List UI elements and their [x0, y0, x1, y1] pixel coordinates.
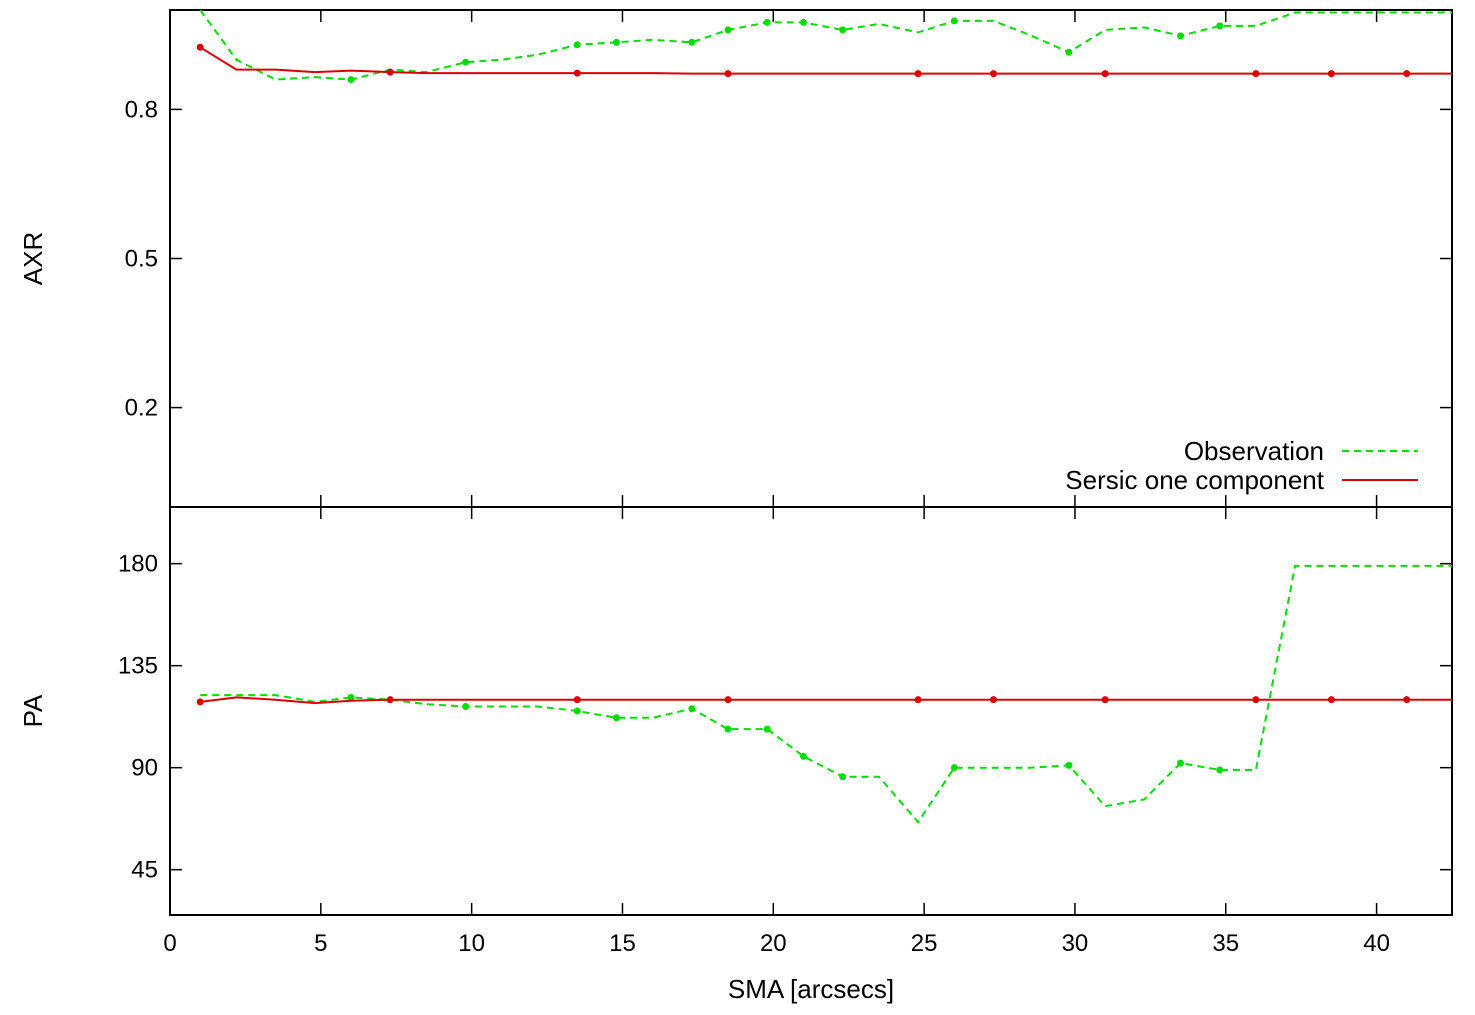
bottom-point-observation [1177, 759, 1185, 767]
top-point-observation [1177, 32, 1185, 40]
bottom-point-sersic-one-component [989, 696, 997, 704]
top-point-sersic-one-component [989, 70, 997, 78]
bottom-point-sersic-one-component [1403, 696, 1411, 704]
top-point-observation [950, 17, 958, 25]
xtick-label: 25 [911, 930, 938, 957]
bottom-point-sersic-one-component [1327, 696, 1335, 704]
legend-label-sersic-one-component: Sersic one component [1065, 465, 1324, 495]
bottom-ylabel: PA [18, 694, 48, 727]
top-ytick-label: 0.5 [125, 246, 158, 273]
bottom-point-observation [763, 725, 771, 733]
bottom-point-sersic-one-component [914, 696, 922, 704]
bottom-panel-frame [169, 506, 1453, 916]
bottom-point-observation [1216, 766, 1224, 774]
bottom-point-observation [462, 702, 470, 710]
top-point-observation [1216, 22, 1224, 30]
top-point-observation [839, 26, 847, 34]
top-series-line-observation [199, 10, 1452, 81]
top-ytick-label: 0.2 [125, 395, 158, 422]
top-point-observation [799, 18, 807, 26]
top-ytick-label: 0.8 [125, 96, 158, 123]
bottom-point-sersic-one-component [386, 696, 394, 704]
top-panel-frame [169, 9, 1453, 508]
top-point-sersic-one-component [914, 70, 922, 78]
top-point-observation [612, 38, 620, 46]
xlabel: SMA [arcsecs] [728, 974, 894, 1004]
top-point-observation [763, 18, 771, 26]
top-point-sersic-one-component [1403, 70, 1411, 78]
bottom-point-observation [950, 764, 958, 772]
top-point-sersic-one-component [1252, 70, 1260, 78]
xtick-label: 30 [1062, 930, 1089, 957]
bottom-ytick-label: 45 [131, 857, 158, 884]
xtick-label: 15 [609, 930, 636, 957]
top-point-observation [347, 76, 355, 84]
top-point-sersic-one-component [1327, 70, 1335, 78]
bottom-point-observation [799, 752, 807, 760]
bottom-ytick-label: 180 [118, 551, 158, 578]
xtick-label: 40 [1363, 930, 1390, 957]
bottom-point-observation [724, 725, 732, 733]
bottom-point-observation [347, 693, 355, 701]
xtick-label: 5 [314, 930, 327, 957]
top-series-line-sersic-one-component [199, 46, 1452, 75]
bottom-point-observation [573, 707, 581, 715]
top-point-sersic-one-component [386, 68, 394, 76]
bottom-series-line-observation [200, 564, 1452, 824]
top-point-sersic-one-component [1101, 70, 1109, 78]
bottom-point-sersic-one-component [724, 696, 732, 704]
bottom-ytick-label: 135 [118, 653, 158, 680]
xtick-label: 10 [458, 930, 485, 957]
top-point-observation [1065, 48, 1073, 56]
top-point-sersic-one-component [724, 70, 732, 78]
top-point-observation [573, 41, 581, 49]
bottom-point-observation [839, 773, 847, 781]
bottom-point-sersic-one-component [1252, 696, 1260, 704]
bottom-point-observation [688, 705, 696, 713]
xtick-label: 0 [163, 930, 176, 957]
bottom-point-sersic-one-component [573, 696, 581, 704]
top-point-observation [688, 38, 696, 46]
xtick-label: 35 [1212, 930, 1239, 957]
top-point-sersic-one-component [573, 69, 581, 77]
bottom-point-sersic-one-component [196, 698, 204, 706]
top-ylabel: AXR [18, 232, 48, 285]
xtick-label: 20 [760, 930, 787, 957]
legend-label-observation: Observation [1184, 436, 1324, 466]
bottom-point-sersic-one-component [1101, 696, 1109, 704]
bottom-point-observation [1065, 761, 1073, 769]
bottom-series-line-sersic-one-component [200, 696, 1452, 705]
top-point-observation [724, 26, 732, 34]
top-point-sersic-one-component [196, 43, 204, 51]
top-point-observation [462, 58, 470, 66]
bottom-ytick-label: 90 [131, 755, 158, 782]
bottom-point-observation [612, 714, 620, 722]
